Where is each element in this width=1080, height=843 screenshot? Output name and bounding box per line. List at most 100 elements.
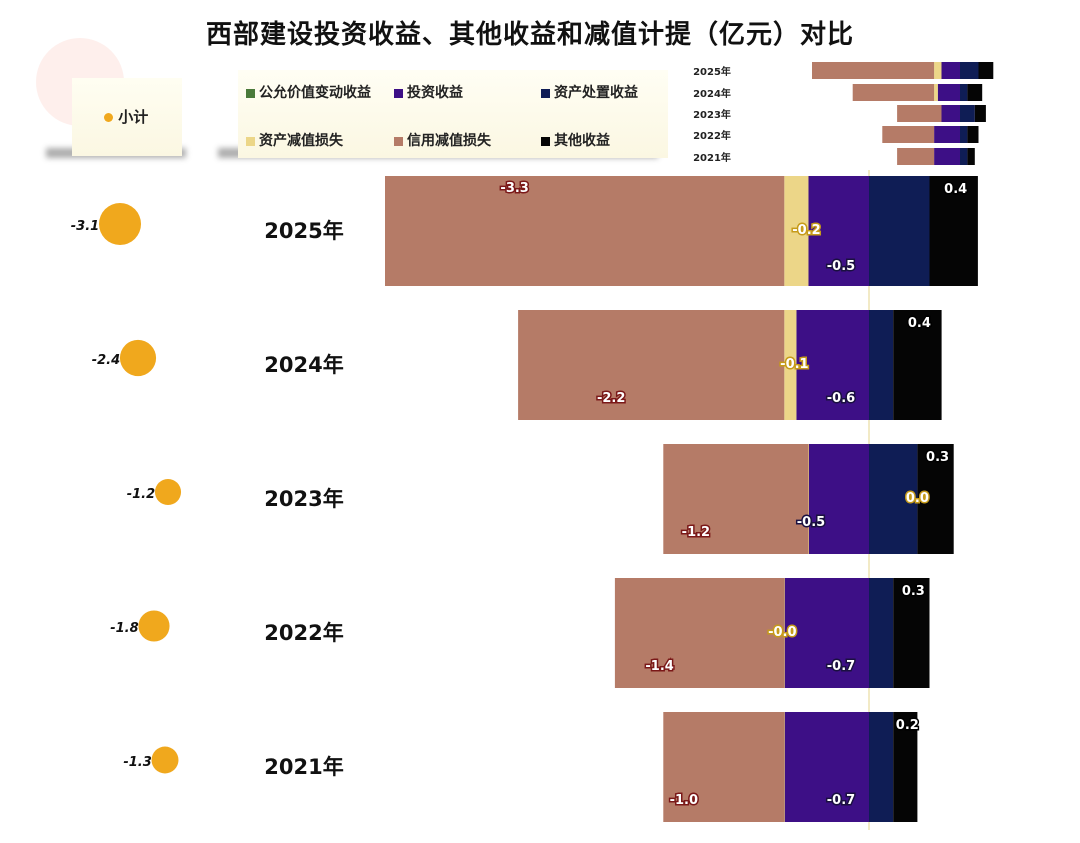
legend-item-investment: 投资收益 <box>394 82 463 102</box>
mini-bar-segment <box>960 148 968 165</box>
mini-bar-segment <box>934 62 942 79</box>
mini-bar-segment <box>934 148 960 165</box>
series-legend-box <box>238 70 668 158</box>
data-label-investment: -0.7 <box>827 659 855 674</box>
mini-bar-segment <box>974 105 986 122</box>
mini-bar-segment <box>897 148 935 165</box>
mini-category-label: 2022年 <box>693 129 731 142</box>
bar-segment <box>869 310 894 420</box>
category-label: 2023年 <box>264 487 343 511</box>
legend-swatch <box>541 136 550 146</box>
mini-bar-segment <box>934 126 960 143</box>
mini-category-label: 2025年 <box>693 65 731 78</box>
legend-swatch <box>541 88 550 98</box>
bar-segment <box>929 176 978 286</box>
bar-segment <box>385 176 785 286</box>
subtotal-bubble <box>119 339 157 377</box>
data-label-investment: -0.6 <box>827 391 855 406</box>
mini-category-label: 2024年 <box>693 87 731 100</box>
subtotal-label: -2.4 <box>92 353 120 368</box>
legend-label: 其他收益 <box>554 133 610 149</box>
data-label-credit-impairment: -1.2 <box>682 525 710 540</box>
subtotal-label: -1.8 <box>110 621 138 636</box>
data-label-investment: -0.5 <box>827 259 855 274</box>
bar-segment <box>784 310 797 420</box>
legend-label: 投资收益 <box>407 85 463 101</box>
mini-bar-segment <box>960 62 979 79</box>
data-label-other-income: 0.3 <box>926 450 949 465</box>
category-label: 2024年 <box>264 353 343 377</box>
data-label-asset-impairment: -0.1 <box>780 357 808 372</box>
data-label-credit-impairment: -1.0 <box>670 793 698 808</box>
mini-bar-segment <box>937 84 960 101</box>
bar-segment <box>784 712 869 822</box>
category-label: 2022年 <box>264 621 343 645</box>
bar-segment <box>614 578 785 688</box>
mini-category-label: 2023年 <box>693 108 731 121</box>
subtotal-bubble <box>138 610 170 642</box>
subtotal-bubble <box>151 746 179 774</box>
mini-bar-segment <box>967 126 979 143</box>
bar-segment <box>917 444 954 554</box>
legend-label: 资产处置收益 <box>554 85 638 101</box>
bar-segment <box>808 444 869 554</box>
data-label-investment: -0.5 <box>797 515 825 530</box>
legend-swatch <box>394 136 403 146</box>
mini-bar-segment <box>852 84 935 101</box>
subtotal-label: -3.1 <box>71 219 99 234</box>
mini-bar-segment <box>967 148 975 165</box>
bar-segment <box>663 444 809 554</box>
mini-bar-segment <box>812 62 935 79</box>
data-label-credit-impairment: -2.2 <box>597 391 625 406</box>
mini-bar-segment <box>960 84 968 101</box>
legend-label: 资产减值损失 <box>259 133 343 149</box>
legend-item-credit-impairment: 信用减值损失 <box>394 130 491 150</box>
data-label-asset-impairment: -0.0 <box>768 625 796 640</box>
bar-segment <box>796 310 869 420</box>
data-label-other-income: 0.2 <box>896 718 919 733</box>
bar-segment <box>869 578 894 688</box>
legend-swatch <box>246 88 255 98</box>
data-label-credit-impairment: -1.4 <box>645 659 673 674</box>
bar-segment <box>784 578 869 688</box>
subtotal-label: -1.2 <box>127 487 155 502</box>
data-label-credit-impairment: -3.3 <box>500 181 528 196</box>
legend-label: 信用减值损失 <box>407 133 491 149</box>
bar-segment <box>869 444 918 554</box>
legend-item-fair-value: 公允价值变动收益 <box>246 82 371 102</box>
subtotal-legend-label: 小计 <box>118 108 149 126</box>
subtotal-legend-box <box>72 78 182 156</box>
subtotal-label: -1.3 <box>123 755 151 770</box>
bar-segment <box>893 712 918 822</box>
bar-segment <box>663 712 785 822</box>
legend-swatch <box>246 136 255 146</box>
legend-item-disposal: 资产处置收益 <box>541 82 638 102</box>
subtotal-bubble <box>154 478 182 506</box>
legend-label: 公允价值变动收益 <box>259 85 371 101</box>
data-label-investment: -0.7 <box>827 793 855 808</box>
subtotal-legend: 小计 <box>104 106 148 127</box>
bar-segment <box>893 310 942 420</box>
mini-bar-segment <box>934 84 938 101</box>
category-label: 2025年 <box>264 219 343 243</box>
bar-segment <box>869 712 894 822</box>
bar-segment <box>869 176 930 286</box>
mini-bar-segment <box>960 126 968 143</box>
bar-segment <box>808 176 869 286</box>
mini-bar-segment <box>941 62 960 79</box>
mini-bar-segment <box>941 105 960 122</box>
bar-segment <box>893 578 930 688</box>
subtotal-dot-icon <box>104 113 113 122</box>
legend-item-asset-impairment: 资产减值损失 <box>246 130 343 150</box>
subtotal-bubble <box>98 202 142 246</box>
data-label-asset-impairment: -0.2 <box>792 223 820 238</box>
data-label-other-income: 0.3 <box>902 584 925 599</box>
category-label: 2021年 <box>264 755 343 779</box>
mini-bar-segment <box>960 105 975 122</box>
mini-category-label: 2021年 <box>693 151 731 164</box>
mini-bar-segment <box>882 126 935 143</box>
legend-swatch <box>394 88 403 98</box>
mini-bar-segment <box>978 62 994 79</box>
data-label-other-income: 0.4 <box>944 182 967 197</box>
